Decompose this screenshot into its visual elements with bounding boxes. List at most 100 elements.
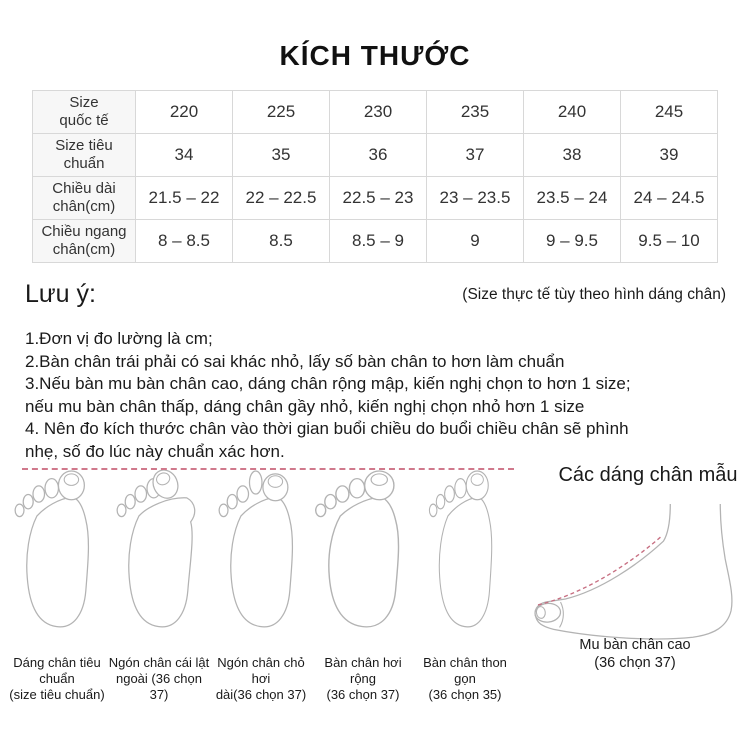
table-cell: 9 — [426, 219, 524, 263]
toe — [226, 493, 238, 510]
foot-label-line: Bàn chân thon gọn — [423, 655, 507, 686]
table-cell: 230 — [329, 90, 427, 134]
notes-block: 1.Đơn vị đo lường là cm; 2.Bàn chân trái… — [25, 328, 631, 463]
page-title: KÍCH THƯỚC — [279, 40, 471, 71]
table-cell: 9.5 – 10 — [620, 219, 718, 263]
table-cell: 9 – 9.5 — [523, 219, 621, 263]
note-line: 1.Đơn vị đo lường là cm; — [25, 329, 213, 348]
size-disclaimer: (Size thực tế tùy theo hình dáng chân) — [462, 286, 726, 303]
table-cell: 38 — [523, 133, 621, 177]
table-row-standard-size: Size tiêu chuẩn 34 35 36 37 38 39 — [32, 133, 718, 177]
note-line: 3.Nếu bàn mu bàn chân cao, dáng chân rộn… — [25, 374, 631, 393]
toe — [134, 485, 148, 503]
toe — [444, 485, 455, 503]
table-cell: 34 — [135, 133, 233, 177]
foot-diagram-bunion: Ngón chân cái lật ngoài (36 chọn 37) — [108, 470, 210, 703]
table-cell: 24 – 24.5 — [620, 176, 718, 220]
toe — [435, 493, 446, 510]
row-header-foot-length: Chiều dài chân(cm) — [32, 176, 136, 220]
foot-top-view-bunion-icon — [116, 470, 196, 628]
tilted-big-toe — [152, 470, 179, 499]
foot-top-view-standard-icon — [14, 470, 90, 628]
size-table: Size quốc tế 220 225 230 235 240 245 Siz… — [32, 90, 718, 263]
table-row-intl-size: Size quốc tế 220 225 230 235 240 245 — [32, 90, 718, 134]
toe — [44, 478, 60, 499]
side-big-toe — [534, 602, 562, 623]
table-cell: 8 – 8.5 — [135, 219, 233, 263]
toenail — [156, 472, 171, 486]
toe — [348, 478, 366, 499]
foot-label-line: ngoài (36 chọn 37) — [115, 671, 202, 702]
toe — [335, 485, 350, 503]
foot-label-line: Ngón chân chỏ hơi — [217, 655, 305, 686]
foot-diagram-wide: Bàn chân hơi rộng (36 chọn 37) — [312, 470, 414, 703]
foot-outline — [26, 496, 90, 628]
table-row-foot-width: Chiều ngang chân(cm) 8 – 8.5 8.5 8.5 – 9… — [32, 219, 718, 263]
toe — [428, 503, 438, 518]
toe — [236, 485, 250, 503]
table-cell: 36 — [329, 133, 427, 177]
side-foot-label-line: (36 chọn 37) — [594, 655, 676, 671]
table-cell: 39 — [620, 133, 718, 177]
foot-label: Ngón chân cái lật ngoài (36 chọn 37) — [108, 655, 210, 703]
toe — [315, 503, 327, 518]
foot-label: Ngón chân chỏ hơi dài(36 chọn 37) — [210, 655, 312, 703]
foot-top-view-slim-icon — [428, 470, 493, 628]
toe — [124, 493, 136, 510]
toe — [324, 493, 337, 510]
foot-top-view-long-second-toe-icon — [218, 470, 294, 628]
toe-alignment-dashed-line — [22, 468, 514, 470]
side-foot-label-line: Mu bàn chân cao — [579, 637, 691, 653]
row-header-foot-width: Chiều ngang chân(cm) — [32, 219, 136, 263]
note-line: nếu mu bàn chân thấp, dáng chân gầy nhỏ,… — [25, 396, 585, 416]
note-heading: Lưu ý: — [25, 280, 96, 308]
foot-side-view-high-instep-icon — [534, 503, 733, 640]
toe — [454, 478, 467, 499]
foot-label-line: Bàn chân hơi rộng — [324, 655, 402, 686]
foot-label-line: Ngón chân cái lật — [108, 655, 210, 670]
table-cell: 220 — [135, 90, 233, 134]
foot-shapes-heading: Các dáng chân mẫu — [558, 464, 738, 486]
side-foot-outline — [534, 503, 733, 640]
table-cell: 245 — [620, 90, 718, 134]
table-cell: 37 — [426, 133, 524, 177]
table-cell: 240 — [523, 90, 621, 134]
table-cell: 21.5 – 22 — [135, 176, 233, 220]
foot-label-line: (36 chọn 37) — [326, 687, 400, 702]
row-header-intl-size: Size quốc tế — [32, 90, 136, 134]
foot-diagram-long-second-toe: Ngón chân chỏ hơi dài(36 chọn 37) — [210, 470, 312, 703]
toe — [218, 503, 229, 518]
wide-foot-group — [315, 470, 400, 628]
long-second-toe — [248, 470, 263, 495]
toe — [116, 503, 127, 518]
table-cell: 23.5 – 24 — [523, 176, 621, 220]
foot-diagram-standard: Dáng chân tiêu chuẩn (size tiêu chuẩn) — [6, 470, 108, 703]
toenail — [470, 473, 484, 486]
toe — [22, 493, 34, 510]
table-row-foot-length: Chiều dài chân(cm) 21.5 – 22 22 – 22.5 2… — [32, 176, 718, 220]
note-line: 4. Nên đo kích thước chân vào thời gian … — [25, 419, 629, 438]
row-header-standard-size: Size tiêu chuẩn — [32, 133, 136, 177]
foot-label-line: dài(36 chọn 37) — [215, 687, 307, 702]
toe-crease — [559, 601, 564, 628]
foot-label: Dáng chân tiêu chuẩn (size tiêu chuẩn) — [6, 655, 108, 703]
foot-label-line: (size tiêu chuẩn) — [9, 687, 105, 702]
toe — [32, 485, 46, 503]
foot-diagrams-row: Dáng chân tiêu chuẩn (size tiêu chuẩn) N… — [6, 470, 516, 703]
foot-label-line: Dáng chân tiêu chuẩn — [13, 655, 101, 686]
foot-label-line: (36 chọn 35) — [428, 687, 502, 702]
toenail — [535, 606, 546, 619]
foot-label: Bàn chân hơi rộng (36 chọn 37) — [312, 655, 414, 703]
note-line: 2.Bàn chân trái phải có sai khác nhỏ, lấ… — [25, 351, 565, 371]
foot-label: Bàn chân thon gọn (36 chọn 35) — [414, 655, 516, 703]
slim-foot-group — [428, 470, 493, 628]
toe — [14, 503, 25, 518]
side-foot-label: Mu bàn chân cao (36 chọn 37) — [540, 636, 730, 672]
table-cell: 23 – 23.5 — [426, 176, 524, 220]
foot-outline — [328, 496, 400, 628]
table-cell: 35 — [232, 133, 330, 177]
table-cell: 22 – 22.5 — [232, 176, 330, 220]
table-cell: 22.5 – 23 — [329, 176, 427, 220]
foot-diagram-slim: Bàn chân thon gọn (36 chọn 35) — [414, 470, 516, 703]
